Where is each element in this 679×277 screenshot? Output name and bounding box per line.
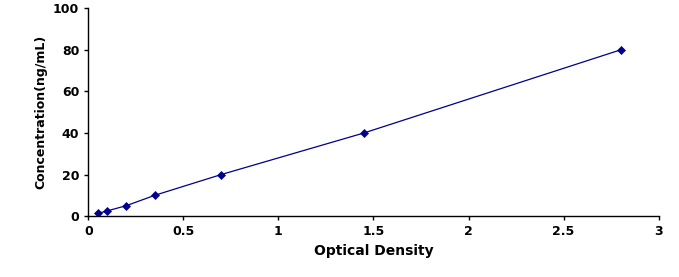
Y-axis label: Concentration(ng/mL): Concentration(ng/mL) xyxy=(35,35,48,189)
X-axis label: Optical Density: Optical Density xyxy=(314,244,433,258)
